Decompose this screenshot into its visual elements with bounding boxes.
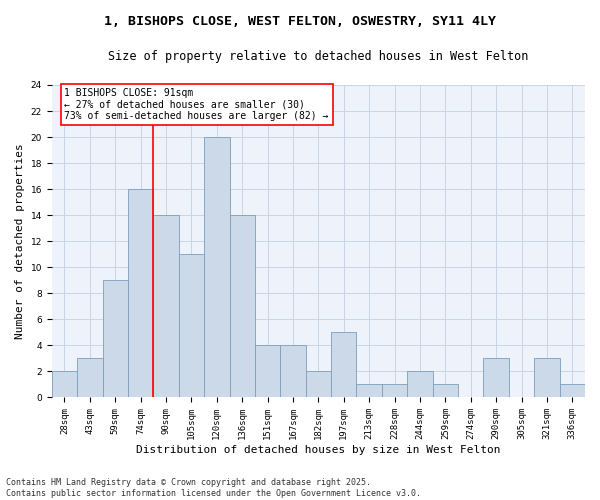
Bar [179, 254, 204, 398]
Bar [154, 215, 179, 398]
Bar [280, 346, 305, 398]
X-axis label: Distribution of detached houses by size in West Felton: Distribution of detached houses by size … [136, 445, 500, 455]
Bar [52, 372, 77, 398]
Bar [433, 384, 458, 398]
Text: 1 BISHOPS CLOSE: 91sqm
← 27% of detached houses are smaller (30)
73% of semi-det: 1 BISHOPS CLOSE: 91sqm ← 27% of detached… [64, 88, 329, 121]
Bar [230, 215, 255, 398]
Text: Contains HM Land Registry data © Crown copyright and database right 2025.
Contai: Contains HM Land Registry data © Crown c… [6, 478, 421, 498]
Bar [305, 372, 331, 398]
Bar [128, 189, 154, 398]
Y-axis label: Number of detached properties: Number of detached properties [15, 144, 25, 339]
Bar [484, 358, 509, 398]
Bar [77, 358, 103, 398]
Bar [382, 384, 407, 398]
Bar [534, 358, 560, 398]
Bar [560, 384, 585, 398]
Bar [204, 137, 230, 398]
Bar [255, 346, 280, 398]
Bar [331, 332, 356, 398]
Title: Size of property relative to detached houses in West Felton: Size of property relative to detached ho… [108, 50, 529, 63]
Bar [407, 372, 433, 398]
Bar [103, 280, 128, 398]
Bar [356, 384, 382, 398]
Text: 1, BISHOPS CLOSE, WEST FELTON, OSWESTRY, SY11 4LY: 1, BISHOPS CLOSE, WEST FELTON, OSWESTRY,… [104, 15, 496, 28]
